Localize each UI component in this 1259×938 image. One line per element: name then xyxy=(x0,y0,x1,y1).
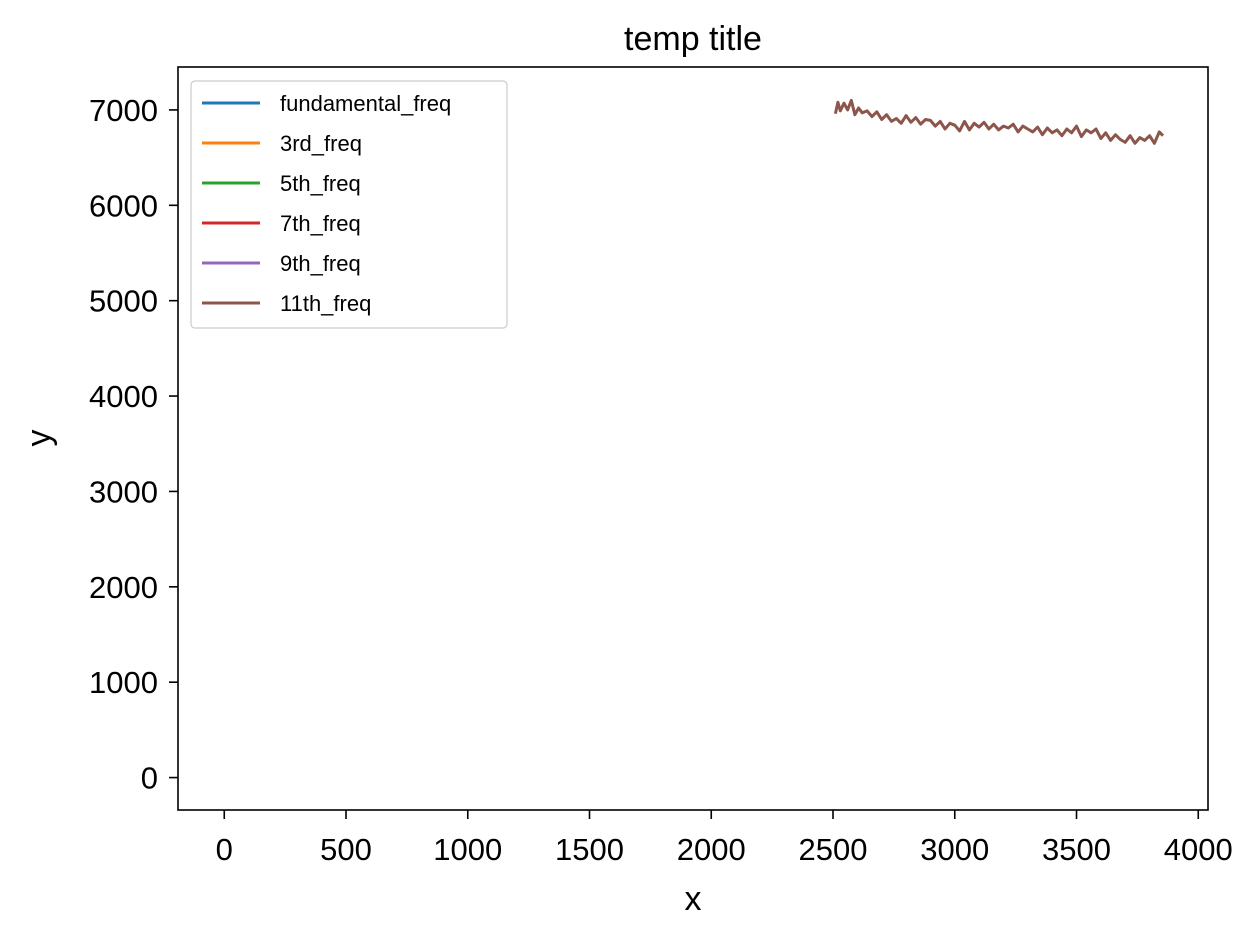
axes-frame xyxy=(177,66,1209,811)
y-axis-ticks: 0 1000 2000 3000 4000 5000 6000 7000 xyxy=(89,93,178,796)
legend-box xyxy=(190,80,508,329)
y-tick-label: 2000 xyxy=(89,570,158,605)
x-tick-label: 2500 xyxy=(799,832,868,867)
x-axis-ticks: 0 500 1000 1500 2000 2500 3000 3500 4000 xyxy=(216,810,1233,867)
series-layer xyxy=(833,98,1165,145)
series-line-11th-freq xyxy=(833,98,1165,145)
y-tick-label: 6000 xyxy=(89,188,158,223)
legend: fundamental_freq 3rd_freq 5th_freq 7th_freq… xyxy=(190,80,508,329)
legend-label: 11th_freq xyxy=(280,291,371,316)
y-tick-label: 7000 xyxy=(89,93,158,128)
y-tick-label: 5000 xyxy=(89,284,158,319)
legend-label: 7th_freq xyxy=(280,211,361,236)
x-tick-label: 1500 xyxy=(555,832,624,867)
chart-title: temp title xyxy=(624,20,762,58)
legend-label: 3rd_freq xyxy=(280,131,362,156)
y-tick-label: 1000 xyxy=(89,665,158,700)
y-tick-label: 3000 xyxy=(89,474,158,509)
x-tick-label: 2000 xyxy=(677,832,746,867)
legend-label: fundamental_freq xyxy=(280,91,451,116)
x-tick-label: 1000 xyxy=(433,832,502,867)
x-tick-label: 3000 xyxy=(920,832,989,867)
y-axis-label: y xyxy=(20,430,58,447)
x-tick-label: 4000 xyxy=(1164,832,1233,867)
legend-label: 9th_freq xyxy=(280,251,361,276)
y-tick-label: 0 xyxy=(141,761,158,796)
y-tick-label: 4000 xyxy=(89,379,158,414)
x-tick-label: 3500 xyxy=(1042,832,1111,867)
x-tick-label: 0 xyxy=(216,832,233,867)
legend-label: 5th_freq xyxy=(280,171,361,196)
x-tick-label: 500 xyxy=(320,832,372,867)
x-axis-label: x xyxy=(685,880,702,918)
